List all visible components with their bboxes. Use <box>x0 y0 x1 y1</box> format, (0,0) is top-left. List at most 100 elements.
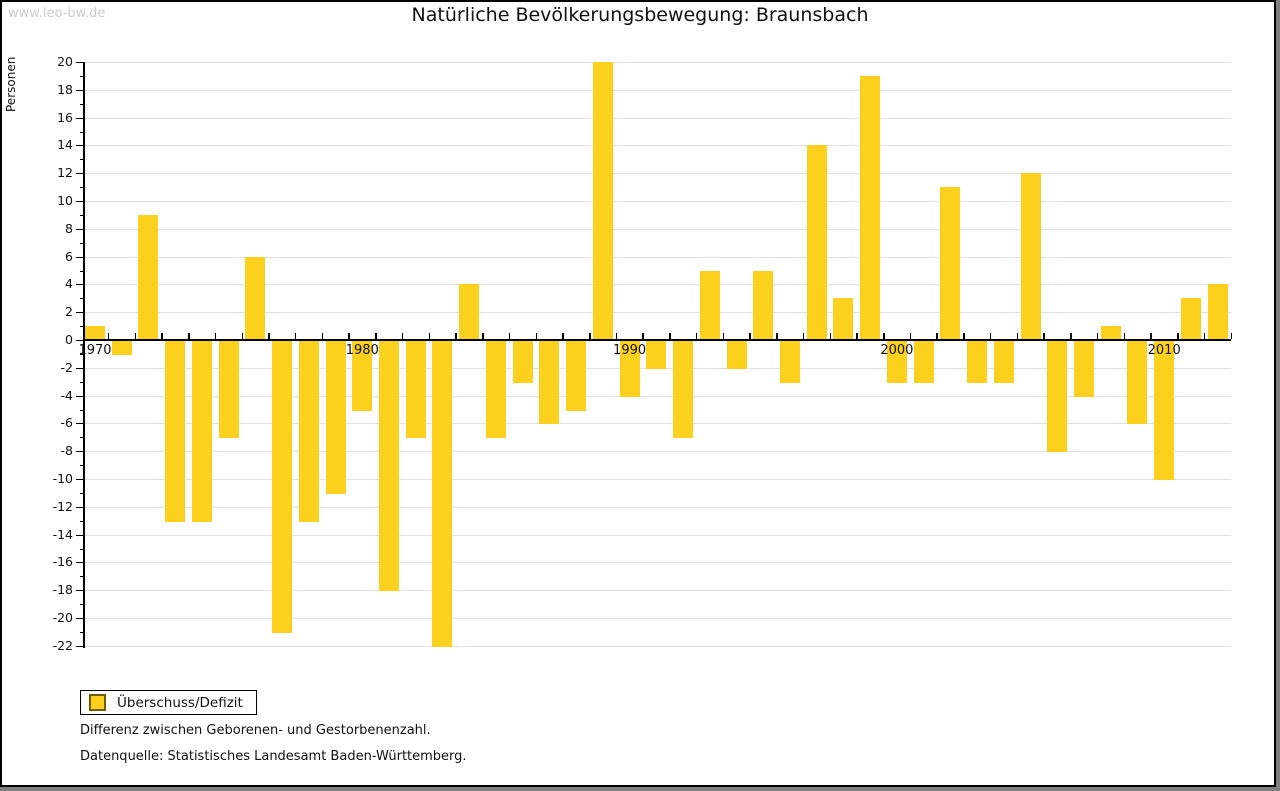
y-tick-minor <box>80 631 83 633</box>
y-tick-label: -10 <box>52 471 73 486</box>
x-tick <box>161 333 163 339</box>
x-tick <box>1230 333 1233 339</box>
y-tick-label: 16 <box>57 109 73 125</box>
x-tick <box>562 333 564 339</box>
y-tick <box>76 340 83 341</box>
gridline <box>85 145 1232 147</box>
x-tick <box>482 333 484 339</box>
x-tick <box>188 333 190 339</box>
bar <box>191 341 212 522</box>
gridline <box>85 423 1232 425</box>
x-tick <box>1123 333 1126 339</box>
y-tick-label: 6 <box>65 248 73 264</box>
watermark: www.leo-bw.de <box>8 6 106 21</box>
x-tick <box>241 333 243 339</box>
legend: Überschuss/Defizit <box>80 690 257 715</box>
y-tick <box>76 62 83 63</box>
y-tick-label: 20 <box>57 54 73 69</box>
y-tick <box>76 645 83 647</box>
y-tick-label: 12 <box>57 165 73 181</box>
x-tick <box>401 333 404 339</box>
y-tick-label: 10 <box>57 193 73 208</box>
bar <box>1154 341 1175 480</box>
y-tick-label: 8 <box>65 220 73 236</box>
footnote-source: Datenquelle: Statistisches Landesamt Bad… <box>80 749 467 764</box>
y-axis-line <box>83 62 85 648</box>
x-tick <box>535 333 538 339</box>
bar <box>1100 326 1121 340</box>
y-tick-label: 14 <box>57 137 73 153</box>
y-tick-minor <box>80 548 83 550</box>
y-tick-minor <box>80 492 83 494</box>
y-tick-minor <box>80 437 83 439</box>
gridline <box>85 506 1232 508</box>
x-tick <box>268 333 270 339</box>
y-tick-label: 18 <box>57 81 73 97</box>
gridline <box>85 173 1232 175</box>
bar <box>1127 341 1148 425</box>
y-tick-label: -12 <box>52 498 73 514</box>
bar <box>1047 341 1068 453</box>
y-tick-label: 0 <box>65 332 73 347</box>
y-tick-label: -16 <box>52 554 73 570</box>
gridline <box>85 562 1232 564</box>
y-tick <box>76 256 83 258</box>
y-tick <box>76 117 83 119</box>
window-shadow-right <box>1276 0 1280 791</box>
y-tick <box>76 89 83 91</box>
bar <box>860 75 881 340</box>
x-tick <box>1070 333 1072 339</box>
y-tick-label: -20 <box>52 610 73 625</box>
legend-swatch-icon <box>89 694 106 711</box>
bar <box>913 341 934 383</box>
y-tick <box>76 534 83 536</box>
y-tick-minor <box>80 270 83 272</box>
bar <box>967 341 988 383</box>
x-tick <box>428 333 431 339</box>
bar <box>512 341 533 383</box>
y-tick-minor <box>80 381 83 383</box>
y-tick-label: -4 <box>60 387 73 403</box>
bar <box>940 187 961 340</box>
bar <box>379 341 400 592</box>
y-tick <box>76 312 83 314</box>
bar <box>699 270 720 340</box>
gridline <box>85 645 1232 647</box>
bar <box>539 341 560 425</box>
bar <box>1207 284 1228 340</box>
x-tick <box>214 333 217 339</box>
y-tick-minor <box>80 103 83 105</box>
y-tick <box>76 562 83 564</box>
x-tick <box>749 333 751 339</box>
y-tick <box>76 590 83 592</box>
y-tick-minor <box>80 326 83 328</box>
bar <box>673 341 694 439</box>
x-tick <box>669 333 671 339</box>
y-tick <box>76 284 83 286</box>
bar <box>1180 298 1201 340</box>
y-tick <box>76 173 83 175</box>
x-tick <box>989 333 992 339</box>
x-tick <box>375 333 377 339</box>
bar <box>1074 341 1094 397</box>
x-tick <box>1177 333 1179 339</box>
x-tick <box>107 333 110 339</box>
bar <box>779 341 800 383</box>
y-tick-label: -2 <box>60 359 73 375</box>
gridline <box>85 395 1232 397</box>
x-tick-label: 1970 <box>78 343 112 358</box>
x-tick <box>589 333 591 339</box>
gridline <box>85 534 1232 536</box>
y-tick <box>76 479 83 480</box>
y-tick-label: -14 <box>52 526 73 542</box>
gridline <box>85 451 1232 453</box>
x-tick <box>134 333 137 339</box>
x-tick <box>615 333 618 339</box>
bar <box>753 270 774 340</box>
y-axis-label: Personen <box>4 56 18 112</box>
y-tick <box>76 506 83 508</box>
bar <box>432 341 453 647</box>
x-tick <box>455 333 457 339</box>
